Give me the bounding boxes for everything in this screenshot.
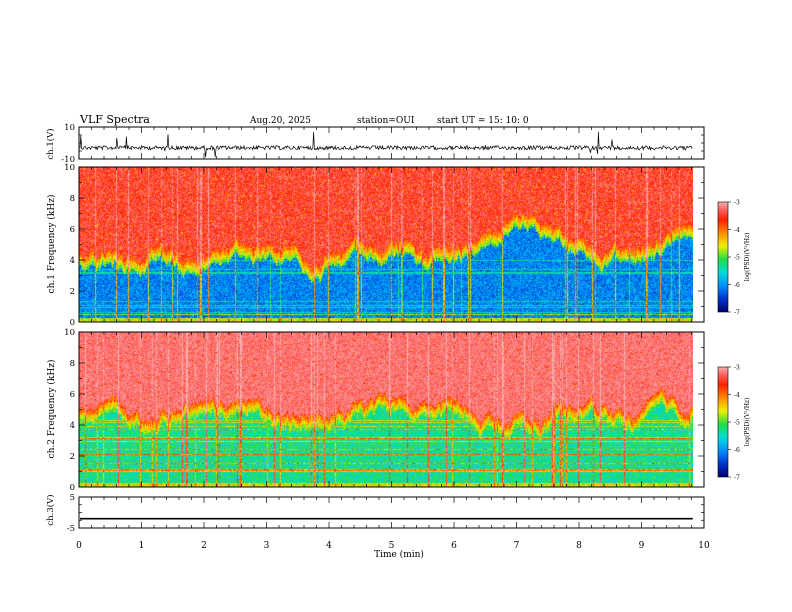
y-tick-label: -10 bbox=[61, 155, 75, 165]
ch2-colorbar-label: log(PSD)(V²/Hz) bbox=[744, 398, 751, 447]
y-tick-label: 8 bbox=[70, 194, 75, 204]
colorbar-tick-label: -5 bbox=[734, 255, 740, 262]
y-tick-label: 2 bbox=[70, 287, 75, 297]
colorbar-tick-label: -7 bbox=[734, 475, 740, 482]
x-tick-label: 0 bbox=[76, 541, 82, 551]
x-tick-label: 3 bbox=[264, 541, 270, 551]
x-tick-label: 1 bbox=[139, 541, 145, 551]
figure-date: Aug.20, 2025 bbox=[249, 116, 311, 126]
ch1-colorbar bbox=[717, 201, 729, 313]
colorbar-tick-label: -6 bbox=[734, 282, 740, 289]
x-tick-label: 6 bbox=[451, 541, 457, 551]
ch2-spectrogram-ylabel: ch.2 Frequency (kHz) bbox=[46, 360, 57, 459]
y-tick-label: 6 bbox=[70, 390, 75, 400]
colorbar-tick-label: -4 bbox=[734, 392, 740, 399]
y-tick-label: 0 bbox=[70, 318, 75, 328]
y-tick-label: 8 bbox=[70, 359, 75, 369]
colorbar-tick-label: -3 bbox=[734, 200, 740, 207]
colorbar-tick-label: -7 bbox=[734, 310, 740, 317]
colorbar-tick-label: -3 bbox=[734, 365, 740, 372]
y-tick-label: 0 bbox=[70, 483, 75, 493]
y-tick-label: 4 bbox=[70, 421, 75, 431]
y-tick-label: 10 bbox=[64, 123, 75, 133]
y-tick-label: 4 bbox=[70, 256, 75, 266]
x-tick-label: 4 bbox=[326, 541, 332, 551]
figure-station: station=OUI bbox=[357, 116, 415, 126]
x-tick-label: 9 bbox=[639, 541, 645, 551]
colorbar-tick-label: -5 bbox=[734, 420, 740, 427]
colorbar-tick-label: -6 bbox=[734, 447, 740, 454]
ch2-colorbar bbox=[717, 366, 729, 478]
x-tick-label: 7 bbox=[514, 541, 520, 551]
figure-start-time: start UT = 15: 10: 0 bbox=[437, 116, 529, 126]
colorbar-tick-label: -4 bbox=[734, 227, 740, 234]
y-tick-label: 6 bbox=[70, 225, 75, 235]
y-tick-label: 5 bbox=[70, 493, 75, 503]
x-tick-label: 8 bbox=[576, 541, 582, 551]
x-axis-label: Time (min) bbox=[374, 549, 424, 560]
y-tick-label: -5 bbox=[67, 524, 75, 534]
x-tick-label: 10 bbox=[698, 541, 710, 551]
x-tick-label: 5 bbox=[389, 541, 395, 551]
ch1-spectrogram-image bbox=[79, 167, 693, 322]
ch1-waveform-trace bbox=[79, 132, 693, 158]
ch1-spectrogram-ylabel: ch.1 Frequency (kHz) bbox=[46, 195, 57, 294]
ch2-spectrogram-image bbox=[79, 332, 693, 487]
y-tick-label: 2 bbox=[70, 452, 75, 462]
y-tick-label: 10 bbox=[64, 163, 75, 173]
ch1-colorbar-label: log(PSD)(V²/Hz) bbox=[744, 233, 751, 282]
ch3-waveform-ylabel: ch.3(V) bbox=[45, 494, 56, 525]
x-tick-label: 2 bbox=[201, 541, 207, 551]
figure-title: VLF Spectra bbox=[79, 113, 150, 126]
ch1-waveform-ylabel: ch.1(V) bbox=[45, 128, 56, 159]
y-tick-label: 10 bbox=[64, 328, 75, 338]
